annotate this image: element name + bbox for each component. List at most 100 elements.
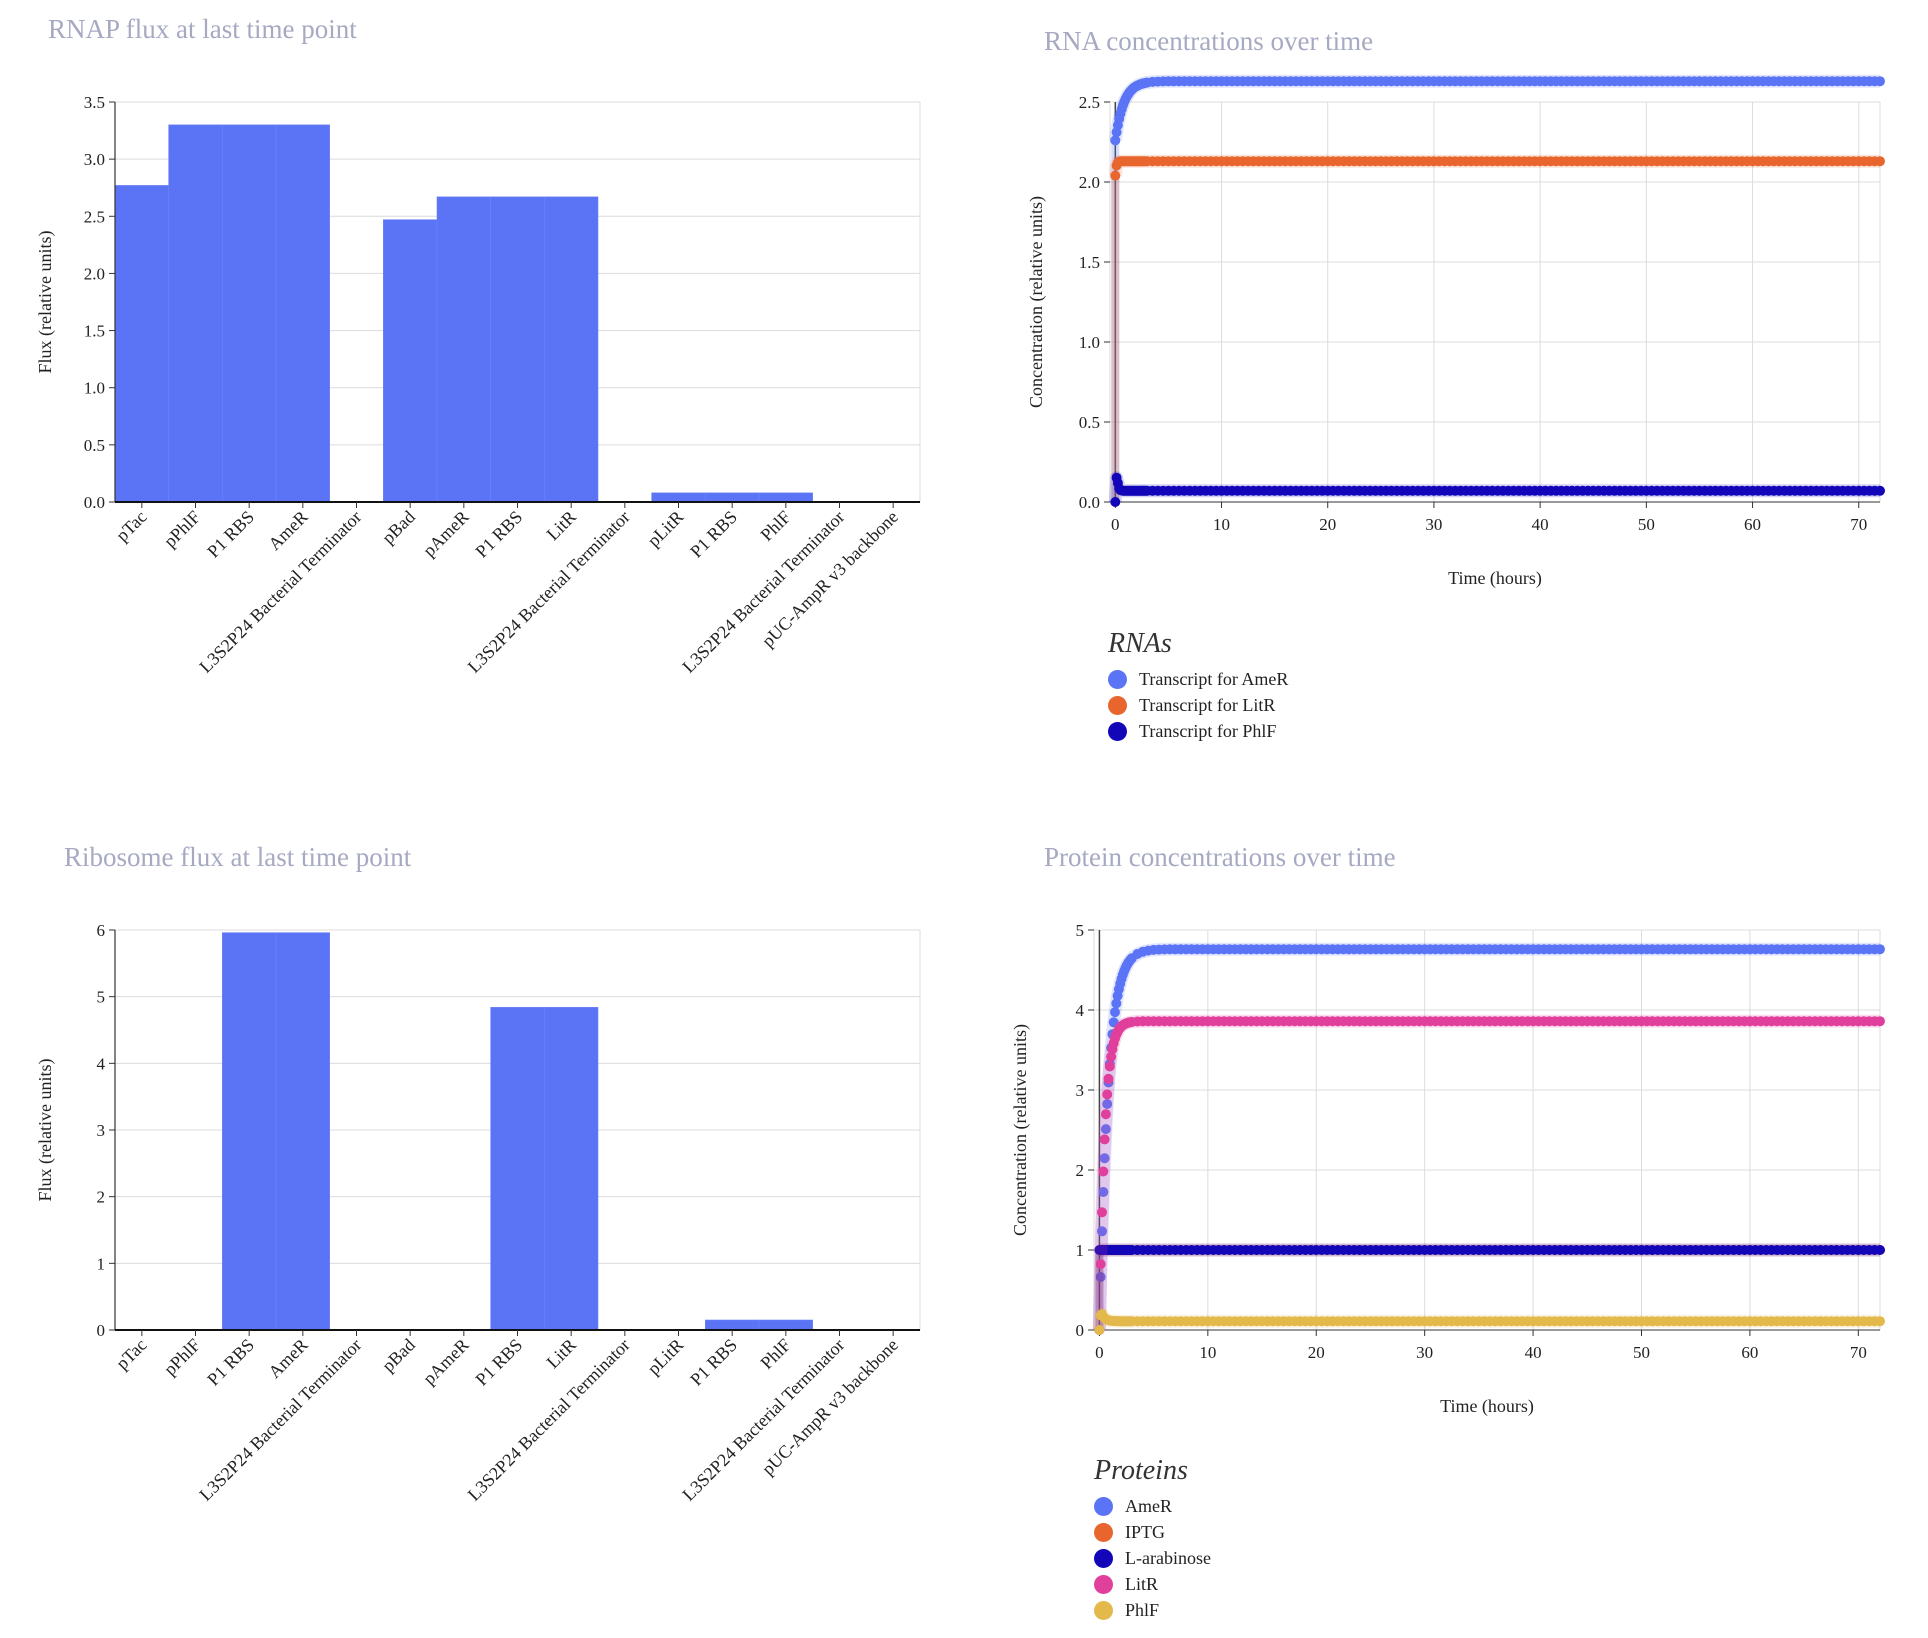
legend-item: Transcript for PhlF xyxy=(1108,718,1288,744)
data-point xyxy=(1110,1007,1120,1018)
series-group xyxy=(1092,942,1885,1335)
x-tick-label: 40 xyxy=(1525,1343,1542,1362)
y-tick-label: 0.0 xyxy=(1079,493,1100,512)
data-point xyxy=(1108,1017,1119,1028)
data-point xyxy=(1875,485,1885,496)
x-tick-label: P1 RBS xyxy=(471,507,526,562)
legend-item: IPTG xyxy=(1094,1519,1211,1545)
legend-label: Transcript for AmeR xyxy=(1139,668,1289,689)
legend-swatch xyxy=(1094,1496,1113,1516)
legend-swatch xyxy=(1108,695,1127,715)
x-tick-label: 60 xyxy=(1744,515,1761,534)
data-point xyxy=(1102,1089,1113,1100)
bar xyxy=(544,1007,599,1331)
y-tick-label: 2.5 xyxy=(84,207,105,226)
x-tick-label: 20 xyxy=(1319,515,1336,534)
legend-swatch xyxy=(1094,1574,1113,1594)
legend-label: Transcript for LitR xyxy=(1139,694,1276,715)
bar xyxy=(544,196,599,503)
data-point xyxy=(1110,497,1121,507)
x-axis-label: Time (hours) xyxy=(1440,1396,1534,1417)
data-point xyxy=(1095,1259,1106,1270)
ribosome-flux-panel: Ribosome flux at last time point 0 1 2 3 4 5 6… xyxy=(0,828,960,1628)
x-tick-label: 70 xyxy=(1850,515,1867,534)
x-tick-label: pPhlF xyxy=(160,1335,205,1380)
legend-label: AmeR xyxy=(1125,1495,1172,1516)
y-tick-label: 0 xyxy=(97,1321,106,1340)
bar xyxy=(222,124,277,503)
x-tick-label: pAmeR xyxy=(419,1335,473,1389)
data-point xyxy=(1106,1051,1117,1062)
x-tick-label: 30 xyxy=(1416,1343,1433,1362)
bar xyxy=(490,1007,545,1331)
y-axis-label: Flux (relative units) xyxy=(35,1059,56,1202)
data-point xyxy=(1102,1099,1113,1109)
y-tick-label: 2.5 xyxy=(1079,93,1100,112)
x-tick-label: P1 RBS xyxy=(471,1335,526,1390)
y-tick-label: 0 xyxy=(1076,1321,1085,1340)
x-tick-label: pBad xyxy=(378,1335,419,1376)
series-group xyxy=(1094,1243,1885,1330)
x-tick-label: 20 xyxy=(1308,1343,1325,1362)
x-tick-label: 60 xyxy=(1741,1343,1758,1362)
data-point xyxy=(1104,1061,1115,1072)
legend-item: Transcript for AmeR xyxy=(1108,666,1288,692)
protein-concentration-title: Protein concentrations over time xyxy=(1044,842,1396,872)
y-tick-label: 0.5 xyxy=(84,436,105,455)
y-tick-label: 1.5 xyxy=(1079,253,1100,272)
y-tick-label: 3.0 xyxy=(84,150,105,169)
y-axis-label: Concentration (relative units) xyxy=(1026,196,1047,408)
legend-item: LitR xyxy=(1094,1571,1211,1597)
y-tick-label: 1 xyxy=(97,1254,106,1273)
data-point xyxy=(1099,1134,1110,1145)
data-point xyxy=(1097,1226,1107,1237)
x-tick-label: pLitR xyxy=(643,507,687,551)
legend-label: LitR xyxy=(1125,1573,1159,1594)
x-tick-label: P1 RBS xyxy=(686,507,741,562)
y-axis-label: Concentration (relative units) xyxy=(1010,1024,1031,1236)
bar xyxy=(705,492,760,503)
data-point xyxy=(1100,1109,1111,1120)
bar xyxy=(114,185,169,503)
legend-label: Transcript for PhlF xyxy=(1139,720,1277,741)
y-tick-label: 0.0 xyxy=(84,493,105,512)
protein-legend: Proteins AmeR IPTG L-arabinose LitR PhlF xyxy=(1094,1455,1211,1623)
data-point xyxy=(1095,1272,1106,1282)
x-tick-label: P1 RBS xyxy=(203,1335,258,1390)
bar xyxy=(275,932,330,1331)
x-tick-label: 40 xyxy=(1532,515,1549,534)
series-group xyxy=(1108,471,1885,507)
y-tick-label: 3 xyxy=(1076,1081,1085,1100)
y-tick-label: 1.0 xyxy=(1079,333,1100,352)
data-point xyxy=(1103,1073,1114,1084)
series-group xyxy=(1108,154,1885,502)
data-point xyxy=(1875,1245,1885,1255)
series-group xyxy=(1092,1307,1885,1335)
data-point xyxy=(1097,1207,1107,1218)
x-tick-label: 30 xyxy=(1425,515,1442,534)
y-tick-label: 5 xyxy=(1076,921,1085,940)
protein-legend-title: Proteins xyxy=(1094,1455,1188,1486)
y-tick-label: 1.5 xyxy=(84,322,105,341)
x-tick-label: 50 xyxy=(1633,1343,1650,1362)
series-halo xyxy=(1108,74,1882,142)
x-tick-label: pLitR xyxy=(643,1335,687,1379)
x-tick-label: AmeR xyxy=(264,507,311,554)
data-point xyxy=(1875,1316,1885,1327)
bar xyxy=(383,219,438,503)
legend-item: L-arabinose xyxy=(1094,1545,1211,1571)
rna-concentration-chart: 0.0 0.5 1.0 1.5 2.0 2.5 0 10 20 30 40 50 60 70 Time (h… xyxy=(1026,74,1885,589)
y-tick-label: 4 xyxy=(1076,1001,1085,1020)
legend-item: Transcript for LitR xyxy=(1108,692,1288,718)
y-tick-label: 3.5 xyxy=(84,93,105,112)
plot-frame xyxy=(1093,929,1881,1331)
x-tick-label: 50 xyxy=(1638,515,1655,534)
data-point xyxy=(1110,170,1121,181)
y-tick-label: 0.5 xyxy=(1079,413,1100,432)
y-tick-label: 5 xyxy=(97,988,106,1007)
x-tick-label: LitR xyxy=(543,507,580,544)
bar xyxy=(651,492,706,503)
rna-concentration-panel: RNA concentrations over time 0.0 0.5 1.0 1.… xyxy=(960,0,1928,800)
